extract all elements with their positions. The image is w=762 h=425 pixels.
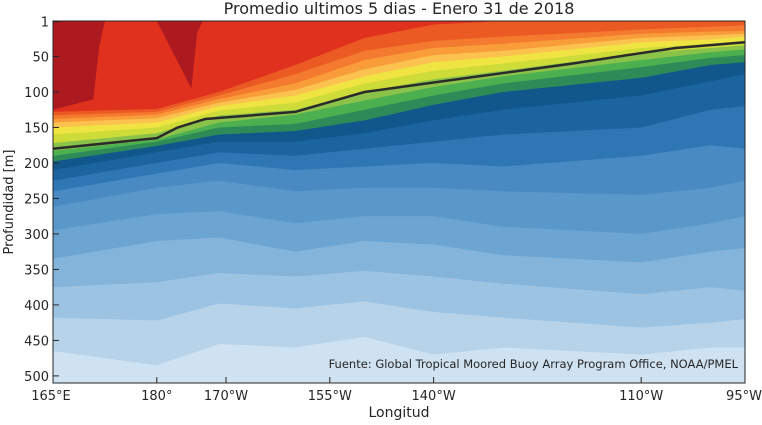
x-tick-label: 180° <box>141 389 172 404</box>
y-tick-label: 300 <box>24 228 49 243</box>
x-axis-title: Longitud <box>368 405 429 421</box>
thermocline-layer <box>52 41 746 151</box>
contour-band <box>53 21 745 112</box>
y-tick-label: 400 <box>24 299 49 314</box>
thermocline-line <box>52 41 746 151</box>
x-tick-label: 140°W <box>412 389 456 404</box>
chart-title: Promedio ultimos 5 dias - Enero 31 de 20… <box>224 0 575 18</box>
y-tick-label: 500 <box>24 370 49 385</box>
y-tick-label: 50 <box>32 50 49 65</box>
y-tick-label: 250 <box>24 192 49 207</box>
x-tick-label: 110°W <box>619 389 663 404</box>
y-tick-label: 100 <box>24 86 49 101</box>
x-tick-label: 95°W <box>726 389 762 404</box>
y-tick-label: 200 <box>24 157 49 172</box>
y-tick-label: 450 <box>24 334 49 349</box>
y-tick-label: 350 <box>24 263 49 278</box>
y-tick-label: 150 <box>24 121 49 136</box>
x-axis: 165°E 180° 170°W 155°W 140°W 110°W 95°W <box>31 377 762 404</box>
source-annotation: Fuente: Global Tropical Moored Buoy Arra… <box>329 357 739 371</box>
contour-fills <box>53 21 745 383</box>
x-tick-label: 170°W <box>204 389 248 404</box>
plot-frame <box>52 20 746 384</box>
contour-band <box>53 21 745 110</box>
y-axis-title: Profundidad [m] <box>2 150 17 255</box>
x-tick-label: 155°W <box>308 389 352 404</box>
x-tick-label: 165°E <box>31 389 71 404</box>
y-tick-label: 1 <box>41 16 49 31</box>
